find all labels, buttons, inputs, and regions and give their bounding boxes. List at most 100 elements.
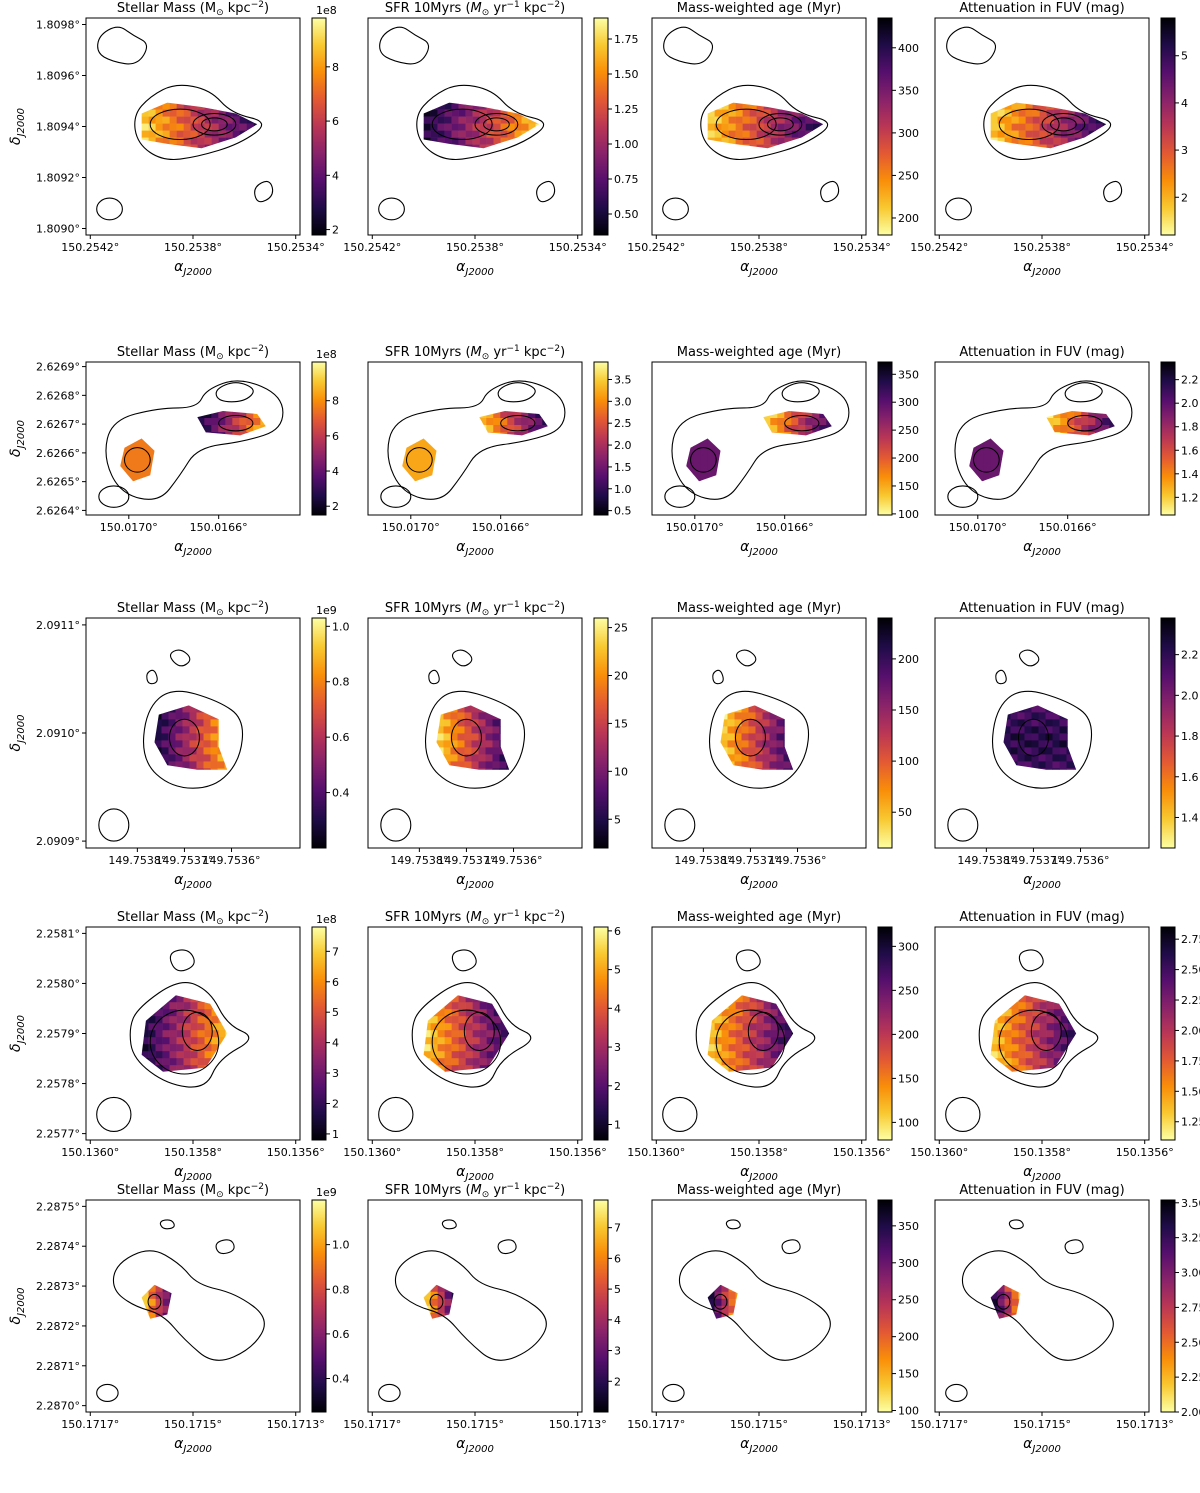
colorbar-tick-label: 4 — [614, 1002, 621, 1015]
heatmap-pixel — [763, 1030, 771, 1038]
heatmap-pixel — [506, 712, 510, 720]
heatmap-pixel — [162, 1298, 170, 1307]
heatmap-pixel — [239, 144, 247, 149]
heatmap-pixel — [707, 1030, 715, 1038]
heatmap-pixel — [720, 761, 728, 769]
heatmap-pixel — [416, 452, 424, 460]
heatmap-pixel — [762, 768, 770, 770]
contour-island — [497, 382, 536, 403]
heatmap-pixel — [253, 109, 258, 117]
colorbar-tick-label: 4 — [332, 1037, 339, 1050]
panel-image — [662, 949, 816, 1133]
heatmap-pixel — [203, 712, 211, 720]
heatmap-pixel — [141, 1312, 149, 1319]
heatmap-pixel — [1046, 130, 1054, 138]
contour-island — [497, 1239, 517, 1255]
heatmap-pixel — [742, 137, 750, 145]
heatmap-pixel — [1059, 726, 1067, 734]
heatmap-pixel — [458, 123, 466, 131]
contour-outer — [112, 1250, 265, 1361]
heatmap-pixel — [714, 459, 721, 467]
heatmap-pixel — [211, 1044, 219, 1052]
heatmap-pixel — [450, 761, 458, 769]
heatmap-pixel — [190, 1016, 198, 1024]
colorbar-exponent: 1e9 — [316, 1186, 337, 1199]
heatmap-pixel — [990, 1037, 998, 1045]
heatmap-pixel — [169, 1065, 177, 1072]
heatmap-pixel — [707, 1051, 715, 1059]
heatmap-pixel — [189, 740, 197, 748]
heatmap-pixel — [210, 726, 218, 734]
heatmap-pixel — [155, 1030, 163, 1038]
panel-1-1: Stellar Mass (M⊙ kpc−2)150.2542° 150.2538… — [8, 0, 339, 278]
dec-tick-label: 1.8096° — [36, 70, 80, 83]
heatmap-pixel — [1011, 1016, 1019, 1024]
colorbar-tick-label: 100 — [898, 755, 919, 768]
heatmap-pixel — [1053, 137, 1061, 145]
heatmap-pixel — [444, 1023, 452, 1031]
heatmap-pixel — [1024, 747, 1032, 755]
colorbar-tick-label: 0.8 — [332, 676, 350, 689]
heatmap-pixel — [451, 1023, 459, 1031]
heatmap-pixel — [486, 144, 494, 149]
panel-image — [664, 649, 810, 842]
heatmap-pixel — [720, 747, 728, 755]
heatmap-pixel — [437, 1284, 445, 1293]
heatmap-pixel — [499, 761, 507, 769]
colorbar-tick-label: 2.75 — [1181, 933, 1200, 946]
heatmap-pixel — [770, 1051, 778, 1059]
heatmap-pixel — [784, 1037, 792, 1045]
heatmap-pixel — [162, 102, 170, 110]
heatmap-pixel — [762, 726, 770, 734]
heatmap-pixel — [155, 1065, 163, 1072]
heatmap-pixel — [528, 144, 536, 149]
heatmap-pixel — [990, 1284, 998, 1293]
panel-image — [98, 380, 284, 508]
heatmap-pixel — [500, 123, 508, 131]
heatmap-pixel — [253, 411, 261, 419]
galaxy-row-1: Stellar Mass (M⊙ kpc−2)150.2542° 150.2538… — [8, 0, 1188, 278]
heatmap-pixel — [969, 459, 977, 467]
heatmap-pixel — [507, 432, 515, 436]
colorbar-gradient — [877, 361, 893, 516]
contour-ring — [168, 718, 200, 757]
heatmap-pixel — [472, 995, 480, 1003]
heatmap-pixel — [239, 425, 247, 433]
heatmap-pixel — [1032, 1051, 1040, 1059]
heatmap-pixel — [444, 1065, 452, 1072]
heatmap-pixel — [990, 452, 998, 460]
heatmap-pixel — [450, 719, 458, 727]
beam-ellipse — [98, 808, 130, 842]
heatmap-pixel — [1003, 712, 1011, 720]
heatmap-pixel — [784, 116, 792, 124]
heatmap-pixel — [402, 473, 410, 481]
ra-axis-label: αJ2000 — [174, 1164, 212, 1183]
heatmap-pixel — [162, 1002, 170, 1010]
colorbar: 0.51.01.52.02.53.03.5 — [593, 361, 632, 518]
heatmap-pixel — [1018, 1284, 1021, 1293]
heatmap-pixel — [176, 1065, 184, 1072]
heatmap-pixel — [763, 1023, 771, 1031]
heatmap-pixel — [798, 116, 806, 124]
heatmap-pixels — [423, 102, 540, 149]
contour-ring — [149, 108, 211, 141]
heatmap-pixel — [735, 116, 743, 124]
heatmap-pixel — [1025, 116, 1033, 124]
axes-frame — [367, 617, 583, 849]
heatmap-pixel — [1032, 1044, 1040, 1052]
heatmap-pixel — [1074, 1037, 1077, 1045]
colorbar-tick-label: 6 — [332, 430, 339, 443]
heatmap-pixel — [451, 116, 459, 124]
heatmap-pixel — [402, 452, 410, 460]
heatmap-pixel — [791, 1009, 794, 1017]
heatmap-pixel — [430, 130, 438, 138]
heatmap-pixel — [983, 480, 991, 482]
heatmap-pixel — [798, 123, 806, 131]
heatmap-pixel — [437, 130, 445, 138]
heatmap-pixel — [493, 137, 501, 145]
heatmap-pixel — [1032, 130, 1040, 138]
heatmap-pixel — [521, 418, 529, 426]
heatmap-pixel — [1074, 116, 1082, 124]
